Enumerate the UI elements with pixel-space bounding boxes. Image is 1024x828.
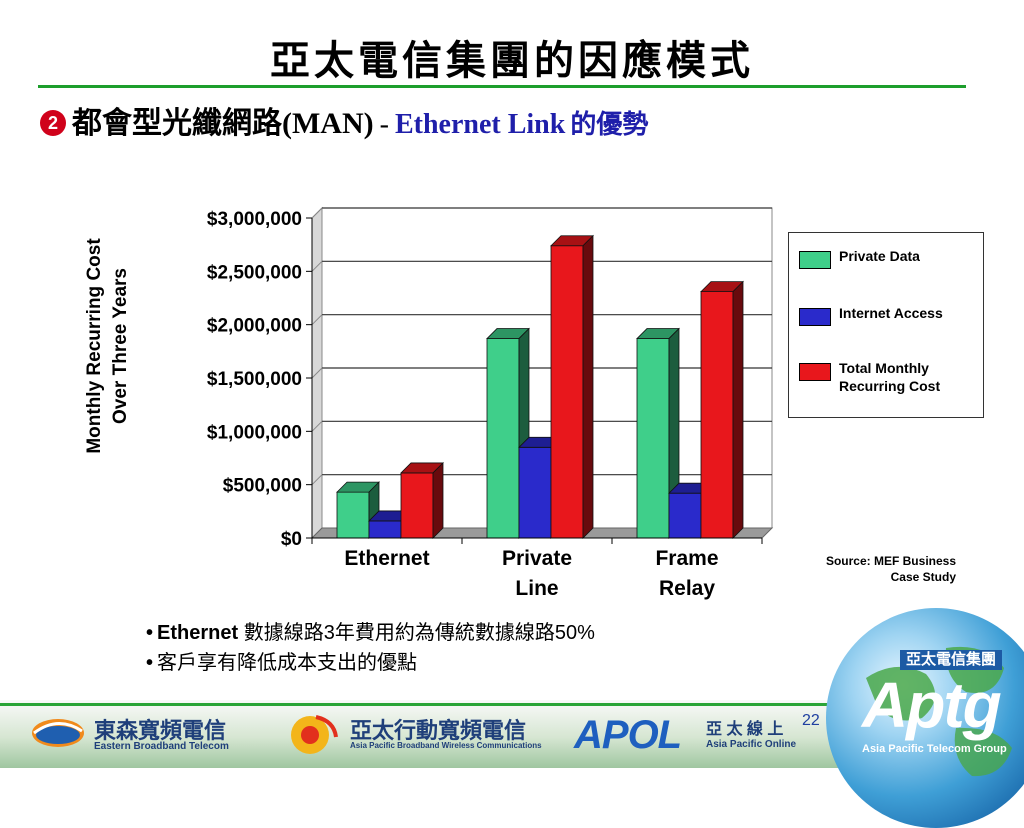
x-tick-label-line: Frame: [655, 547, 718, 570]
gridline-side: [311, 260, 323, 272]
slide-title: 亞太電信集團的因應模式: [270, 37, 754, 84]
bar: [550, 245, 584, 539]
x-tick-label-line: Private: [502, 547, 572, 570]
y-tick-label: $1,000,000: [207, 422, 302, 443]
bar-side: [732, 280, 744, 539]
source-note: Source: MEF Business Case Study: [825, 554, 956, 584]
aptg-logo-text: Aptg: [862, 669, 1002, 741]
bar: [336, 491, 370, 539]
x-tick-label-line: Relay: [659, 577, 715, 600]
bar-side: [432, 461, 444, 539]
y-tick-label: $3,000,000: [207, 209, 302, 230]
y-tick-label: $500,000: [223, 476, 302, 497]
legend-swatch: [799, 251, 831, 269]
subtitle-highlight-cjk: 的優勢: [570, 110, 649, 140]
legend-swatch: [799, 363, 831, 381]
numbered-bullet-icon: 2: [40, 110, 66, 136]
bar: [636, 338, 670, 539]
legend-label: Total Monthly Recurring Cost: [839, 360, 941, 394]
page-number: 22: [802, 712, 820, 729]
eastern-broadband-logo-icon: [32, 719, 84, 747]
slide-subtitle: 2 都會型光纖網路(MAN) - Ethernet Link 的優勢: [40, 98, 648, 142]
bar-chart: $0 $500,000 $1,000,000 $1,500,000 $2,000,000…: [84, 206, 774, 600]
gridline-side: [311, 420, 323, 432]
apbw-logo-icon: [291, 715, 338, 754]
legend-label: Internet Access: [839, 305, 943, 321]
x-tick-label: Frame Relay: [655, 547, 718, 600]
bar: [368, 520, 402, 539]
subtitle-main: 都會型光纖網路: [72, 106, 282, 141]
logo-apol: APOL 亞 太 線 上 Asia Pacific Online: [574, 713, 797, 757]
chart-legend: Private Data Internet Access Total Month…: [788, 232, 984, 418]
subtitle-highlight: Ethernet Link: [394, 109, 566, 140]
y-tick-label: $1,500,000: [207, 369, 302, 390]
bar: [518, 446, 552, 539]
logo-eastern-broadband: 東森寬頻電信 Eastern Broadband Telecom: [30, 709, 260, 759]
y-axis-title-line: Over Three Years: [110, 268, 131, 424]
aptg-tagline: Asia Pacific Telecom Group: [862, 743, 1007, 755]
bar: [668, 492, 702, 539]
gridline-side: [311, 314, 323, 326]
legend-swatch: [799, 308, 831, 326]
aptg-group-badge: 亞太電信集團: [900, 650, 1003, 670]
y-tick-label: $2,000,000: [207, 316, 302, 337]
x-tick-label-line: Ethernet: [344, 547, 429, 570]
title-divider: [38, 85, 966, 88]
gridline-side: [311, 474, 323, 486]
y-tick-label: $0: [281, 529, 302, 550]
y-tick-label: $2,500,000: [207, 262, 302, 283]
subtitle-latin: (MAN): [282, 107, 374, 140]
note-item: • 客戶享有降低成本支出的優點: [146, 652, 418, 674]
bar-side: [582, 234, 594, 539]
footer-rule: [0, 703, 1024, 706]
bullet-notes: • Ethernet 數據線路3年費用約為傳統數據線路50% • 客戶享有降低成本支…: [146, 618, 595, 678]
x-tick-label: Private Line: [502, 547, 572, 600]
subtitle-separator: -: [379, 109, 389, 140]
logo-apbw: 亞太行動寬頻電信 Asia Pacific Broadband Wireless…: [286, 709, 542, 759]
x-tick-label: Ethernet: [344, 547, 429, 570]
bar: [700, 291, 734, 539]
bar: [486, 338, 520, 539]
y-axis-title-line: Monthly Recurring Cost: [84, 238, 105, 454]
gridline-side: [311, 207, 323, 219]
x-tick-label-line: Line: [515, 577, 558, 600]
note-item: • Ethernet 數據線路3年費用約為傳統數據線路50%: [146, 622, 595, 644]
bar: [400, 472, 434, 539]
gridline-side: [311, 367, 323, 379]
legend-label: Private Data: [839, 248, 920, 264]
y-axis-title: Monthly Recurring Cost Over Three Years: [84, 238, 131, 454]
